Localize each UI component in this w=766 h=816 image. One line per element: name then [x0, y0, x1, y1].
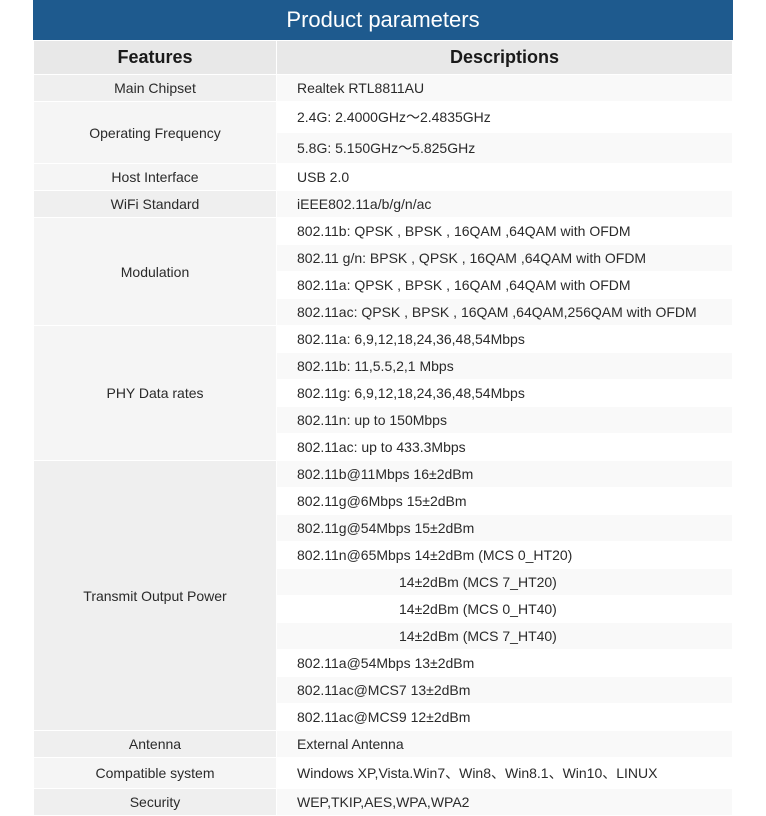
description-cell: iEEE802.11a/b/g/n/ac: [277, 191, 733, 218]
description-cell: 802.11ac: up to 433.3Mbps: [277, 434, 733, 461]
feature-cell: Antenna: [34, 731, 277, 758]
table-row: WiFi StandardiEEE802.11a/b/g/n/ac: [34, 191, 733, 218]
description-cell: 14±2dBm (MCS 0_HT40): [277, 596, 733, 623]
description-cell: 2.4G: 2.4000GHz～2.4835GHz: [277, 102, 733, 133]
feature-cell: Host Interface: [34, 164, 277, 191]
feature-cell: Compatible system: [34, 758, 277, 789]
description-cell: 5.8G: 5.150GHz～5.825GHz: [277, 133, 733, 164]
description-cell: 802.11 g/n: BPSK , QPSK , 16QAM ,64QAM w…: [277, 245, 733, 272]
description-cell: 802.11a: QPSK , BPSK , 16QAM ,64QAM with…: [277, 272, 733, 299]
header-features: Features: [34, 41, 277, 75]
feature-cell: PHY Data rates: [34, 326, 277, 461]
feature-cell: Modulation: [34, 218, 277, 326]
description-cell: USB 2.0: [277, 164, 733, 191]
description-cell: 802.11g@54Mbps 15±2dBm: [277, 515, 733, 542]
description-cell: Windows XP,Vista.Win7、Win8、Win8.1、Win10、…: [277, 758, 733, 789]
feature-cell: WiFi Standard: [34, 191, 277, 218]
description-cell: 802.11ac@MCS9 12±2dBm: [277, 704, 733, 731]
description-cell: 802.11b@11Mbps 16±2dBm: [277, 461, 733, 488]
description-cell: 802.11ac: QPSK , BPSK , 16QAM ,64QAM,256…: [277, 299, 733, 326]
description-cell: 802.11b: 11,5.5,2,1 Mbps: [277, 353, 733, 380]
description-cell: 14±2dBm (MCS 7_HT20): [277, 569, 733, 596]
description-cell: 802.11a: 6,9,12,18,24,36,48,54Mbps: [277, 326, 733, 353]
description-cell: 802.11n: up to 150Mbps: [277, 407, 733, 434]
description-cell: 802.11g: 6,9,12,18,24,36,48,54Mbps: [277, 380, 733, 407]
description-cell: WEP,TKIP,AES,WPA,WPA2: [277, 789, 733, 816]
feature-cell: Transmit Output Power: [34, 461, 277, 731]
description-cell: 802.11b: QPSK , BPSK , 16QAM ,64QAM with…: [277, 218, 733, 245]
description-cell: External Antenna: [277, 731, 733, 758]
description-cell: Realtek RTL8811AU: [277, 75, 733, 102]
header-descriptions: Descriptions: [277, 41, 733, 75]
table-row: Operating Frequency2.4G: 2.4000GHz～2.483…: [34, 102, 733, 133]
table-row: Host InterfaceUSB 2.0: [34, 164, 733, 191]
description-cell: 802.11n@65Mbps 14±2dBm (MCS 0_HT20): [277, 542, 733, 569]
feature-cell: Operating Frequency: [34, 102, 277, 164]
table-row: AntennaExternal Antenna: [34, 731, 733, 758]
title-bar: Product parameters: [33, 0, 733, 40]
description-cell: 802.11a@54Mbps 13±2dBm: [277, 650, 733, 677]
table-row: SecurityWEP,TKIP,AES,WPA,WPA2: [34, 789, 733, 816]
description-cell: 14±2dBm (MCS 7_HT40): [277, 623, 733, 650]
parameters-table: Features Descriptions Main ChipsetRealte…: [33, 40, 733, 816]
description-cell: 802.11g@6Mbps 15±2dBm: [277, 488, 733, 515]
feature-cell: Security: [34, 789, 277, 816]
table-row: Main ChipsetRealtek RTL8811AU: [34, 75, 733, 102]
description-cell: 802.11ac@MCS7 13±2dBm: [277, 677, 733, 704]
table-row: Compatible systemWindows XP,Vista.Win7、W…: [34, 758, 733, 789]
table-row: Transmit Output Power802.11b@11Mbps 16±2…: [34, 461, 733, 488]
table-row: PHY Data rates802.11a: 6,9,12,18,24,36,4…: [34, 326, 733, 353]
table-row: Modulation802.11b: QPSK , BPSK , 16QAM ,…: [34, 218, 733, 245]
feature-cell: Main Chipset: [34, 75, 277, 102]
